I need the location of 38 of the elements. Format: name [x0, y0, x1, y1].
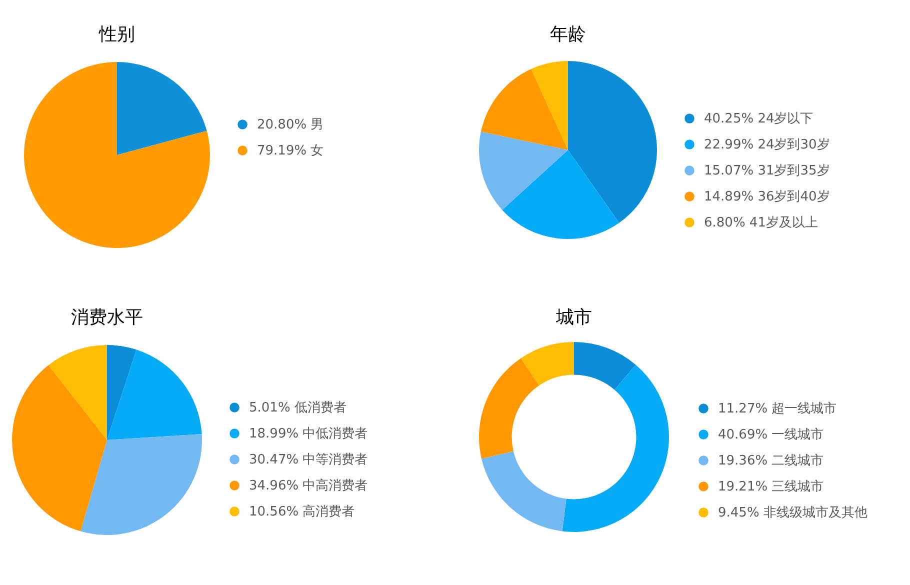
chart-title: 城市 [555, 307, 592, 328]
pie-slice [480, 69, 568, 150]
legend-label: 15.07% 31岁到35岁 [704, 164, 830, 178]
pie-slice [107, 350, 202, 440]
pie-slice [479, 132, 568, 210]
chart-title: 性别 [98, 24, 135, 45]
legend-label: 10.56% 高消费者 [249, 504, 355, 520]
donut-slice [479, 358, 540, 459]
pie-slice [24, 62, 210, 248]
legend-label: 14.89% 36岁到40岁 [704, 190, 830, 204]
legend-label: 6.80% 41岁及以上 [704, 216, 818, 230]
donut-slice [574, 342, 636, 390]
donut-slice [482, 451, 566, 532]
pie-slice [48, 345, 107, 440]
legend-label: 19.36% 二线城市 [718, 454, 824, 468]
donut-slice [520, 342, 574, 386]
pie-slice [12, 365, 107, 532]
pie-slice [568, 61, 657, 223]
legend-label: 30.47% 中等消费者 [249, 452, 368, 468]
legend-label: 40.25% 24岁以下 [704, 112, 814, 126]
legend-label: 18.99% 中低消费者 [249, 426, 368, 442]
legend-label: 9.45% 非线级城市及其他 [718, 506, 868, 520]
pie-slice [502, 150, 620, 239]
pie-slice [107, 345, 136, 440]
legend-label: 19.21% 三线城市 [718, 480, 824, 494]
legend-label: 34.96% 中高消费者 [249, 478, 368, 494]
legend-label: 22.99% 24岁到30岁 [704, 138, 830, 152]
legend-label: 11.27% 超一线城市 [718, 402, 837, 416]
legend-label: 40.69% 一线城市 [718, 428, 824, 442]
donut-slice [562, 364, 669, 532]
legend-label: 20.80% 男 [257, 118, 324, 132]
legend-label: 79.19% 女 [257, 144, 324, 158]
pie-slice [117, 62, 207, 155]
chart-title: 消费水平 [71, 307, 143, 328]
chart-title: 年龄 [550, 24, 586, 45]
pie-slice [531, 61, 568, 150]
legend-label: 5.01% 低消费者 [249, 400, 346, 416]
pie-slice [80, 434, 202, 535]
